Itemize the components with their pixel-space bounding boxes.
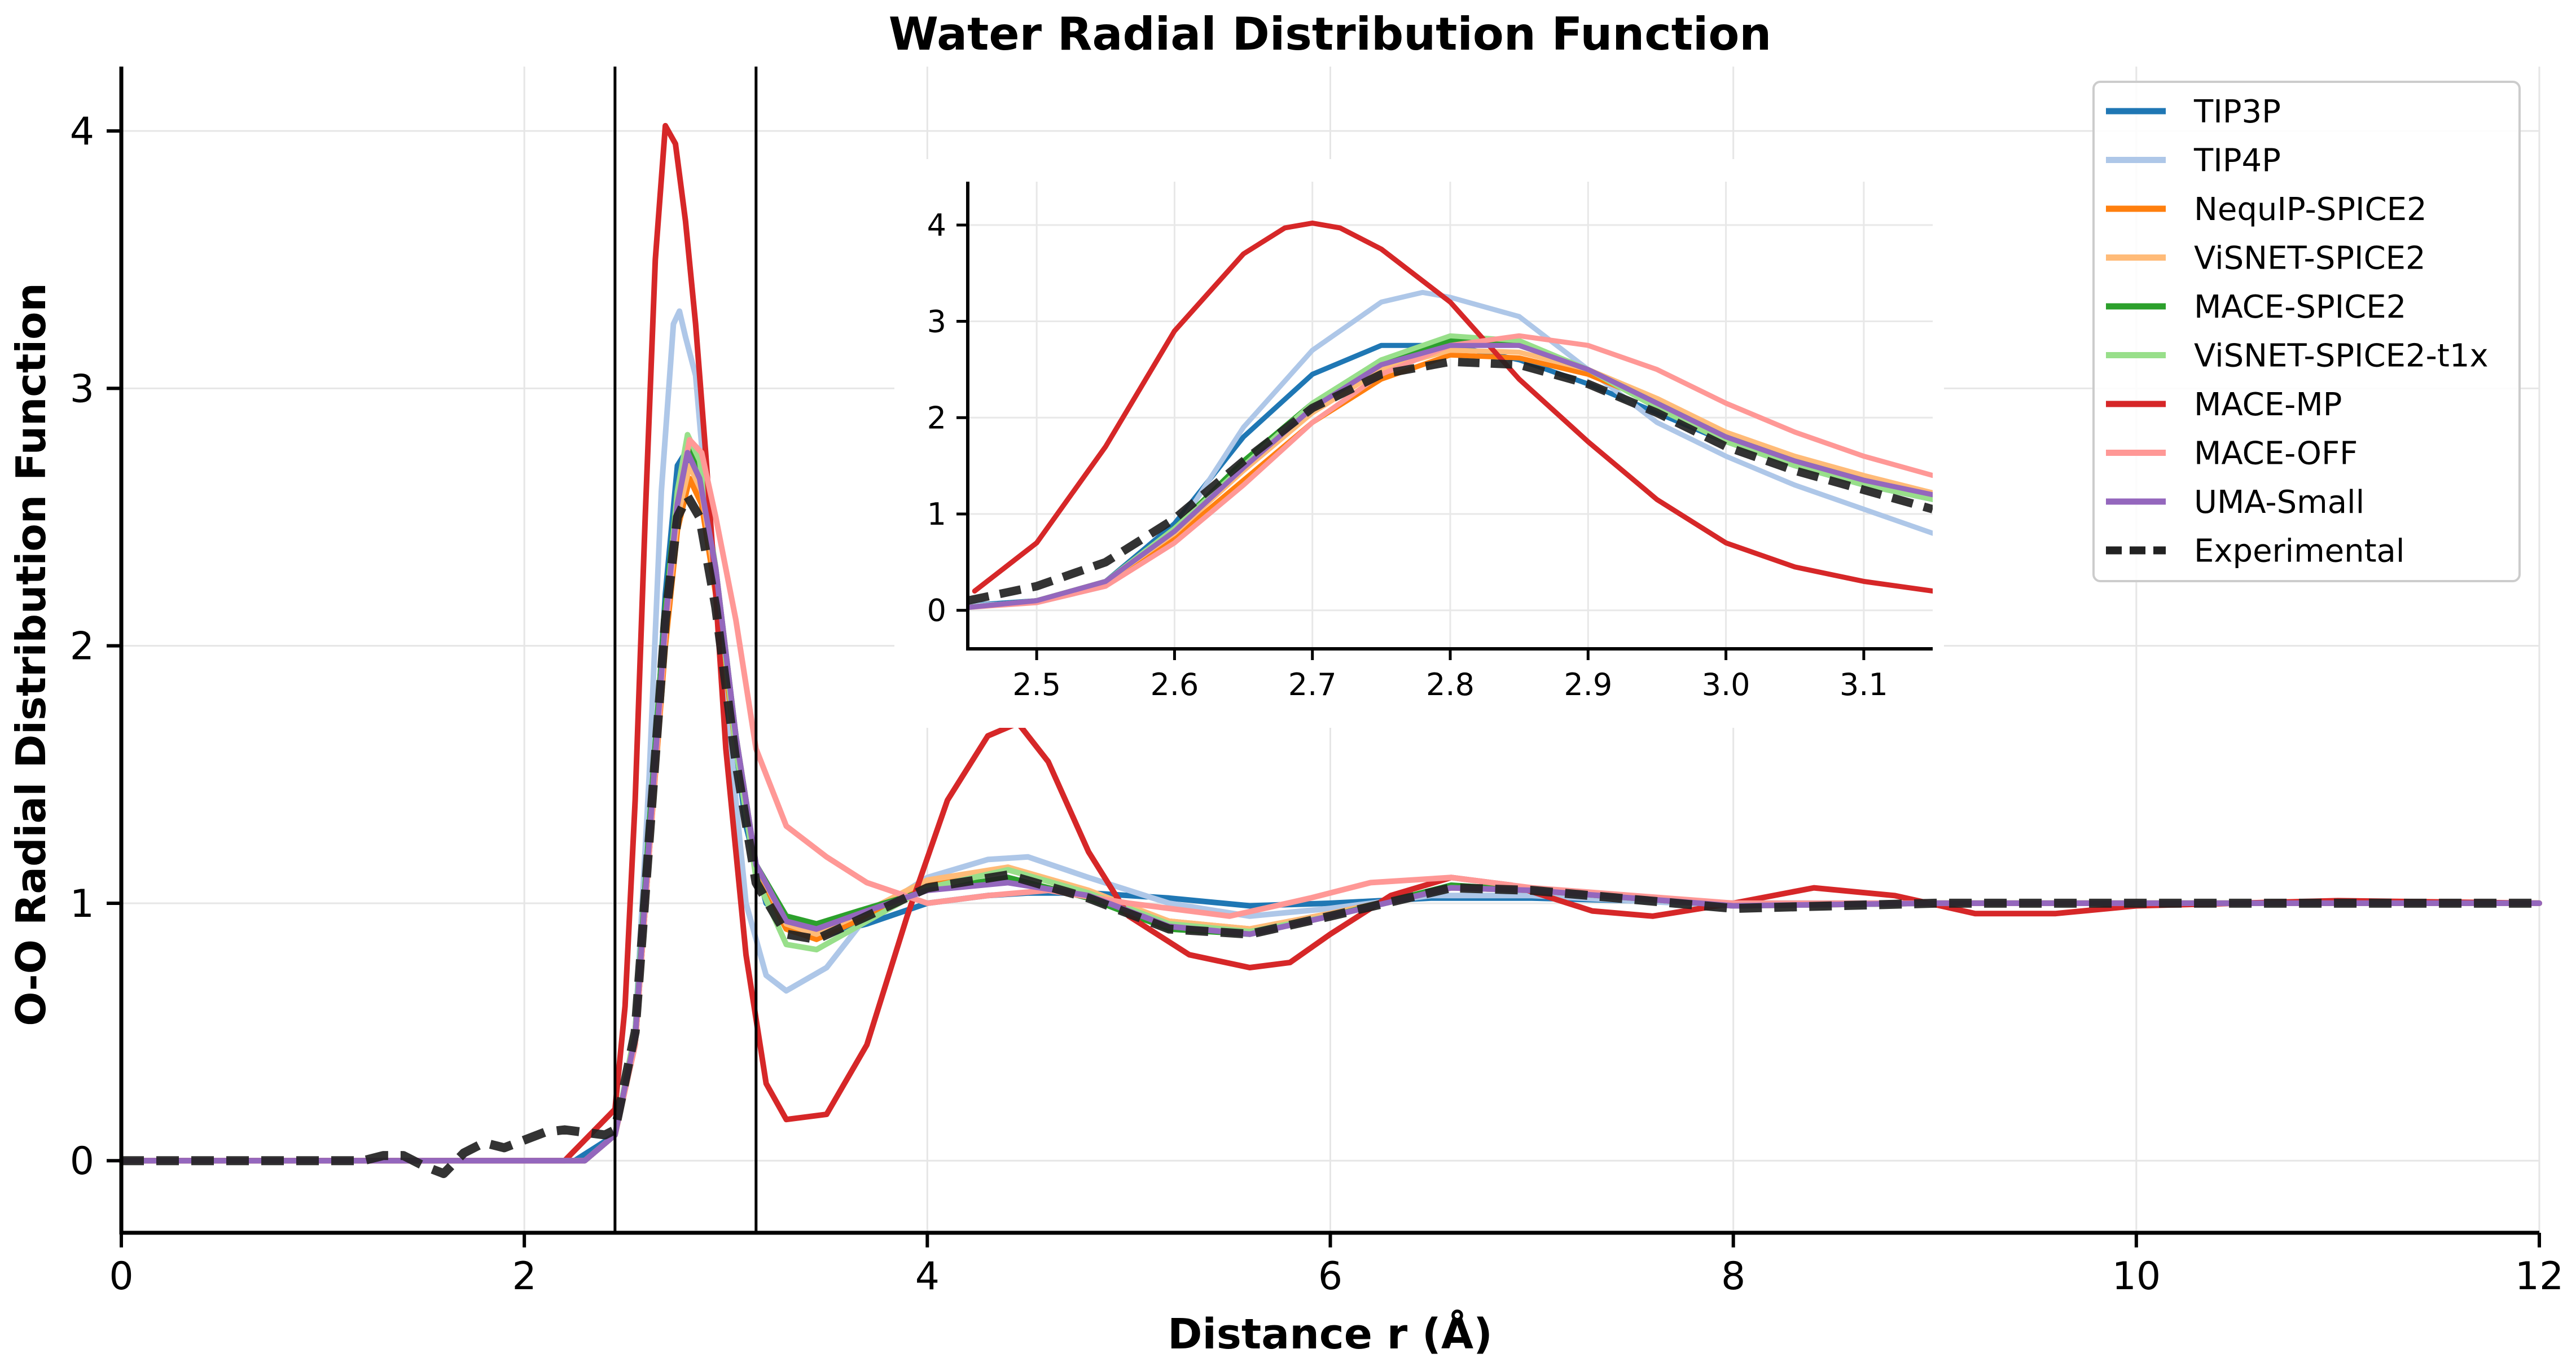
legend-label-visnet-spice2: ViSNET-SPICE2 <box>2194 240 2426 277</box>
legend-label-mace-off: MACE-OFF <box>2194 436 2358 472</box>
x-tick-label: 4 <box>915 1254 940 1299</box>
x-tick-label: 6 <box>1318 1254 1342 1299</box>
inset-lines <box>968 220 1933 610</box>
y-axis-label: O-O Radial Distribution Function <box>7 283 55 1026</box>
legend-label-nequip-spice2: NequIP-SPICE2 <box>2194 191 2427 228</box>
legend-label-mace-spice2: MACE-SPICE2 <box>2194 289 2406 326</box>
x-tick-label: 8 <box>1721 1254 1745 1299</box>
legend-label-uma-small: UMA-Small <box>2194 484 2364 521</box>
inset-x-tick-label: 2.8 <box>1426 667 1474 702</box>
legend: TIP3P TIP4P NequIP-SPICE2 ViSNET-SPICE2 MACE… <box>2092 81 2521 582</box>
inset-x-tick-label: 2.7 <box>1288 667 1337 702</box>
inset-series-line-uma-small <box>968 342 1933 610</box>
legend-label-tip3p: TIP3P <box>2193 94 2281 130</box>
y-tick-label: 1 <box>70 882 94 926</box>
legend-label-experimental: Experimental <box>2194 533 2404 570</box>
y-tick-label: 0 <box>70 1139 94 1184</box>
inset-x-tick-label: 2.5 <box>1012 667 1061 702</box>
x-tick-label: 2 <box>512 1254 537 1299</box>
main-plot-lines <box>119 67 2542 1233</box>
y-tick-label: 3 <box>70 367 94 411</box>
chart-title: Water Radial Distribution Function <box>889 8 1772 60</box>
inset-x-tick-label: 2.6 <box>1150 667 1199 702</box>
inset-x-tick-label: 3.0 <box>1702 667 1750 702</box>
inset-background <box>894 159 1944 728</box>
inset-x-tick-label: 2.9 <box>1564 667 1612 702</box>
inset-y-tick-label: 1 <box>927 496 946 532</box>
inset-zoom-plot: 2.5 2.6 2.7 2.8 2.9 3.0 3.1 0 1 2 3 4 <box>894 159 1944 728</box>
inset-y-tick-label: 0 <box>927 593 946 629</box>
x-axis-label: Distance r (Å) <box>1168 1309 1493 1359</box>
inset-y-tick-label: 2 <box>927 400 946 436</box>
series-line-tip4p <box>119 308 2542 1164</box>
x-tick-label: 0 <box>109 1254 133 1299</box>
series-line-mace-mp <box>119 122 2542 1164</box>
legend-label-mace-mp: MACE-MP <box>2194 386 2342 423</box>
x-tick-label: 12 <box>2515 1254 2564 1299</box>
x-tick-label: 10 <box>2112 1254 2161 1299</box>
inset-series-line-experimental <box>968 357 1933 605</box>
legend-box <box>2092 81 2521 582</box>
series-line-experimental <box>121 492 2539 1179</box>
y-tick-label: 4 <box>70 109 94 154</box>
inset-y-tick-label: 3 <box>927 304 946 340</box>
inset-series-line-mace-mp <box>972 220 1933 594</box>
inset-x-tick-label: 3.1 <box>1840 667 1888 702</box>
inset-y-tick-label: 4 <box>927 208 946 243</box>
legend-label-visnet-spice2-t1x: ViSNET-SPICE2-t1x <box>2194 338 2489 375</box>
y-tick-label: 2 <box>70 625 94 669</box>
legend-label-tip4p: TIP4P <box>2193 143 2281 179</box>
